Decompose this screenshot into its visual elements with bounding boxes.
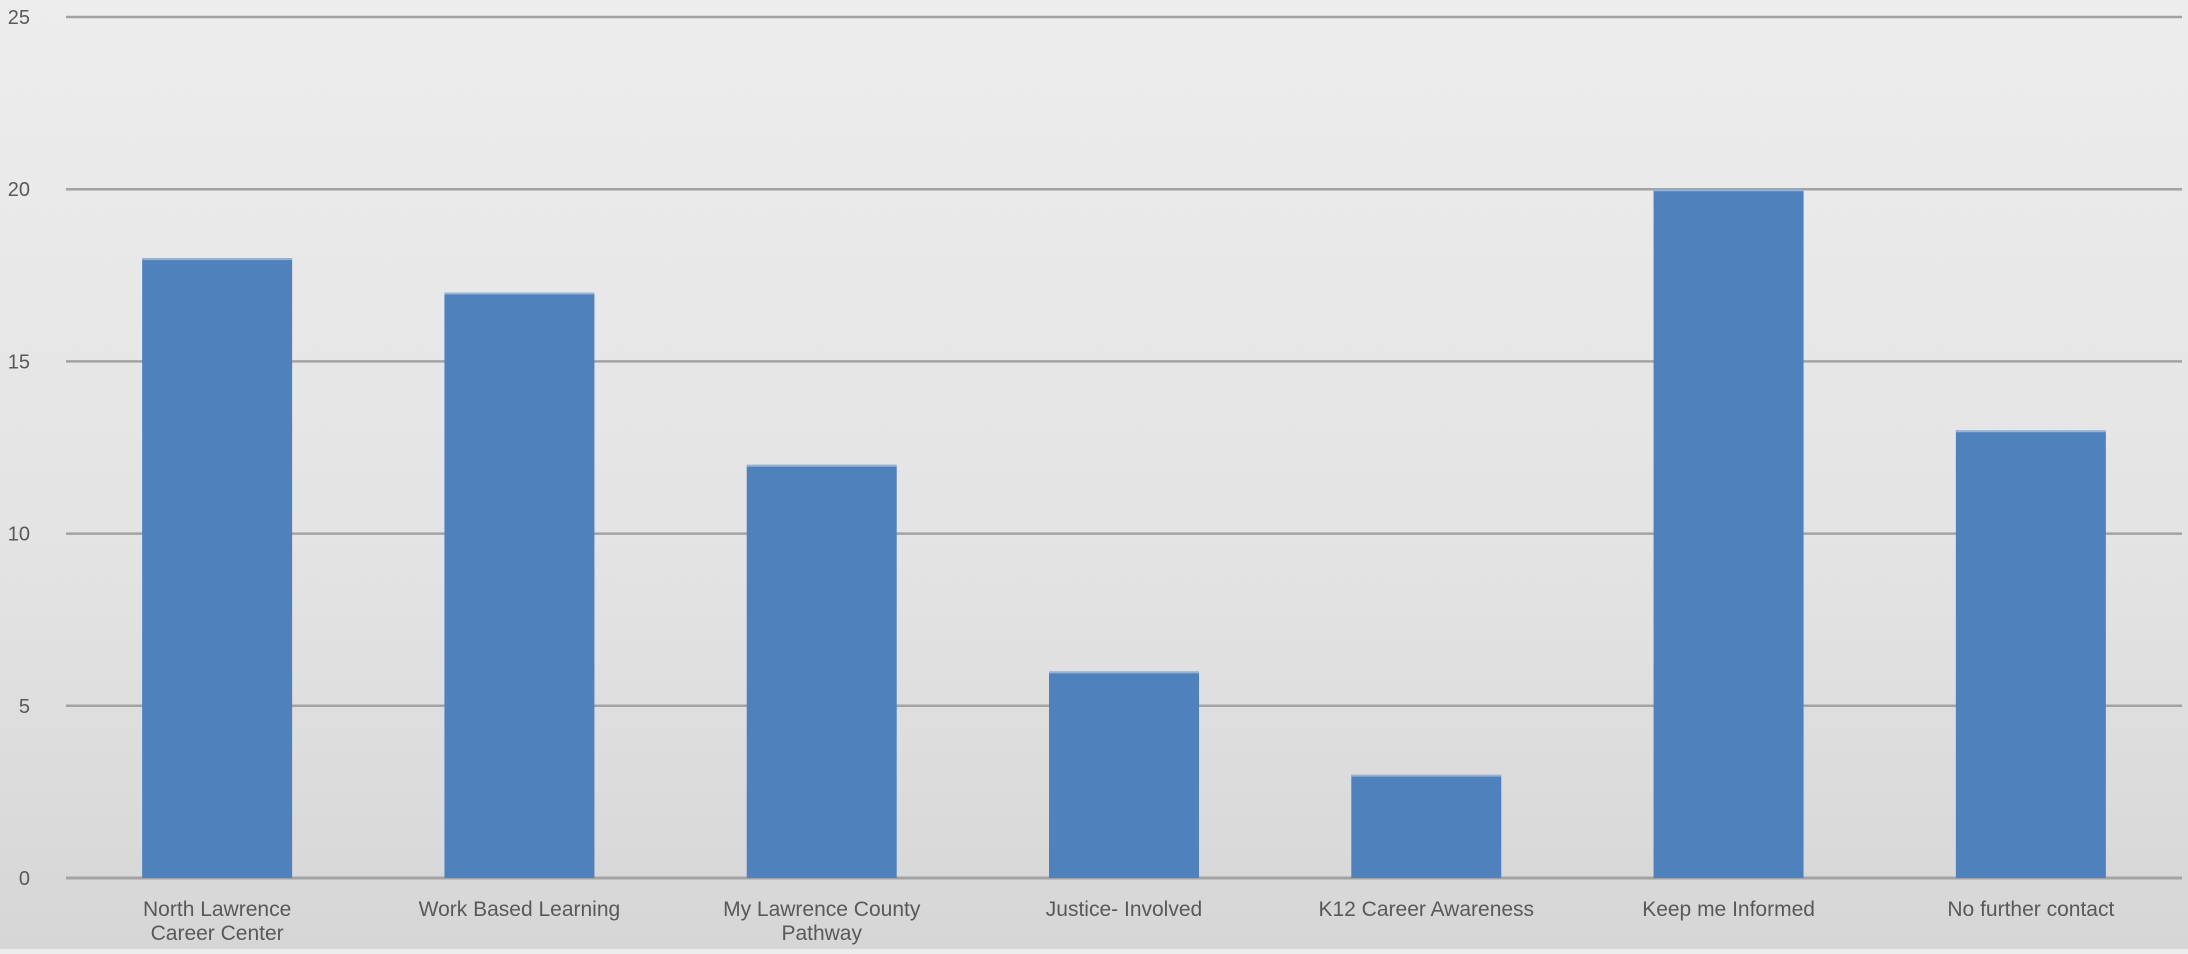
bar bbox=[1955, 430, 2106, 878]
y-tick-label: 0 bbox=[19, 868, 30, 890]
x-tick-label: Work Based Learning bbox=[419, 898, 621, 921]
bar bbox=[444, 292, 595, 878]
y-tick-label: 20 bbox=[8, 179, 30, 201]
bars bbox=[142, 189, 2106, 879]
y-axis-tick-labels: 0 5 10 15 20 25 bbox=[8, 7, 30, 890]
y-tick-label: 15 bbox=[8, 351, 30, 373]
x-tick-label: K12 Career Awareness bbox=[1318, 898, 1534, 921]
bar bbox=[1049, 671, 1199, 878]
x-tick-label: North Lawrence Career Center bbox=[143, 898, 291, 945]
x-tick-label: Keep me Informed bbox=[1642, 898, 1815, 921]
bar bbox=[1653, 189, 1804, 878]
bar bbox=[1351, 774, 1502, 878]
gridlines bbox=[66, 15, 2182, 880]
y-tick-label: 25 bbox=[8, 7, 30, 29]
x-tick-label: No further contact bbox=[1947, 898, 2114, 921]
y-tick-label: 10 bbox=[8, 524, 30, 546]
x-tick-label: Justice- Involved bbox=[1046, 898, 1202, 921]
x-axis-category-labels: North Lawrence Career Center Work Based Le… bbox=[143, 898, 2114, 945]
y-tick-label: 5 bbox=[19, 696, 30, 718]
bar bbox=[142, 258, 293, 879]
x-tick-label: My Lawrence County Pathway bbox=[723, 898, 921, 945]
bar bbox=[746, 464, 897, 878]
